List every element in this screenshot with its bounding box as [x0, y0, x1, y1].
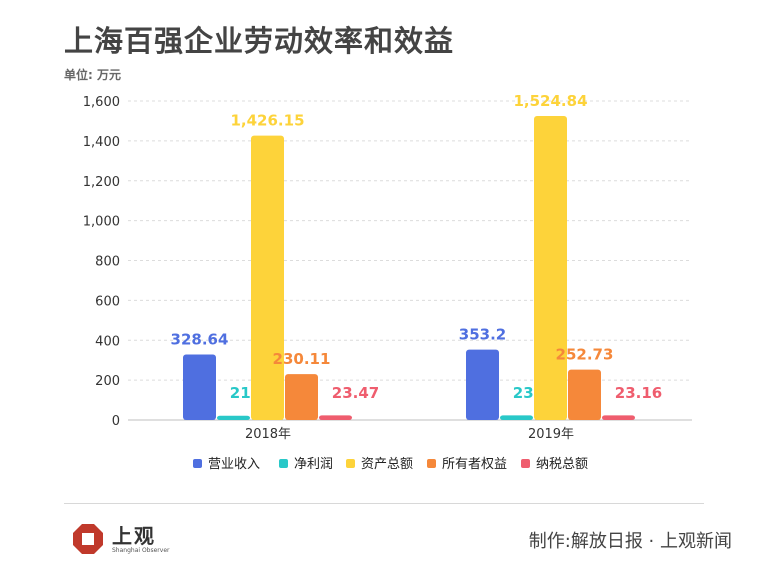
chart-title: 上海百强企业劳动效率和效益	[64, 24, 455, 58]
brand-logo: 上观 Shanghai Observer	[72, 520, 192, 560]
bar	[602, 415, 635, 420]
bar	[251, 135, 284, 420]
legend-label: 资产总额	[361, 457, 413, 472]
logo-subtext: Shanghai Observer	[112, 547, 170, 554]
bar	[534, 115, 567, 421]
legend-label: 所有者权益	[442, 456, 507, 472]
legend-label: 营业收入	[208, 457, 260, 472]
y-tick-label: 1,400	[83, 135, 120, 150]
legend-swatch	[193, 459, 202, 468]
data-label: 328.64	[171, 330, 229, 348]
y-tick-label: 600	[95, 294, 120, 309]
octagon-logo-icon	[73, 524, 103, 554]
legend-swatch	[346, 459, 355, 468]
legend-swatch	[279, 459, 288, 468]
y-tick-label: 200	[95, 374, 120, 389]
legend-swatch	[427, 459, 436, 468]
y-tick-label: 400	[95, 334, 120, 349]
data-label: 1,426.15	[230, 112, 304, 130]
data-label: 23.47	[332, 384, 379, 402]
bar	[319, 415, 352, 420]
x-tick-label: 2019年	[528, 427, 574, 442]
bar	[183, 354, 216, 420]
footer-divider	[64, 503, 704, 504]
y-tick-label: 1,600	[83, 95, 120, 110]
bar-chart: 0 200 400 600 800 1,000 1,200 1,400 1,600 328.64 2…	[83, 92, 692, 472]
legend-label: 纳税总额	[536, 457, 588, 472]
credit-text: 制作:解放日报 · 上观新闻	[528, 531, 732, 552]
data-label: 23.16	[615, 384, 662, 402]
data-label: 230.11	[273, 350, 331, 368]
y-tick-label: 800	[95, 255, 120, 270]
y-tick-label: 0	[112, 414, 120, 429]
bar	[500, 415, 533, 420]
legend-label: 净利润	[294, 457, 333, 472]
bar	[217, 415, 250, 420]
data-label: 353.2	[459, 326, 506, 344]
data-label: 252.73	[556, 346, 614, 364]
unit-label: 单位: 万元	[64, 68, 121, 82]
legend-swatch	[521, 459, 530, 468]
logo-text: 上观	[112, 524, 156, 548]
y-tick-label: 1,000	[83, 215, 120, 230]
x-tick-label: 2018年	[245, 427, 291, 442]
bar	[285, 374, 318, 420]
bar	[466, 349, 499, 420]
bar	[568, 369, 601, 420]
data-label: 1,524.84	[513, 92, 587, 110]
y-tick-label: 1,200	[83, 175, 120, 190]
